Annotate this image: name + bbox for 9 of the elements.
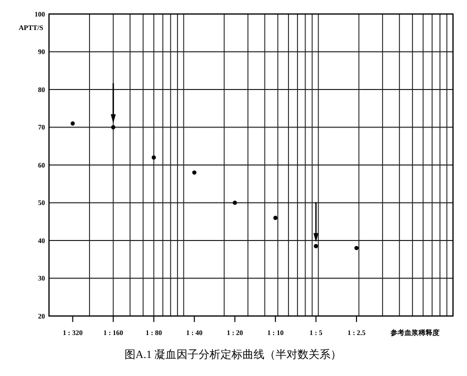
text: 图A.1 凝血因子分析定标曲线（半对数关系） (124, 348, 342, 361)
point (152, 155, 156, 160)
point (354, 246, 359, 250)
point (111, 125, 116, 130)
point (273, 216, 278, 220)
point (314, 244, 318, 248)
point (70, 121, 75, 126)
point (232, 200, 237, 205)
point (192, 170, 196, 175)
